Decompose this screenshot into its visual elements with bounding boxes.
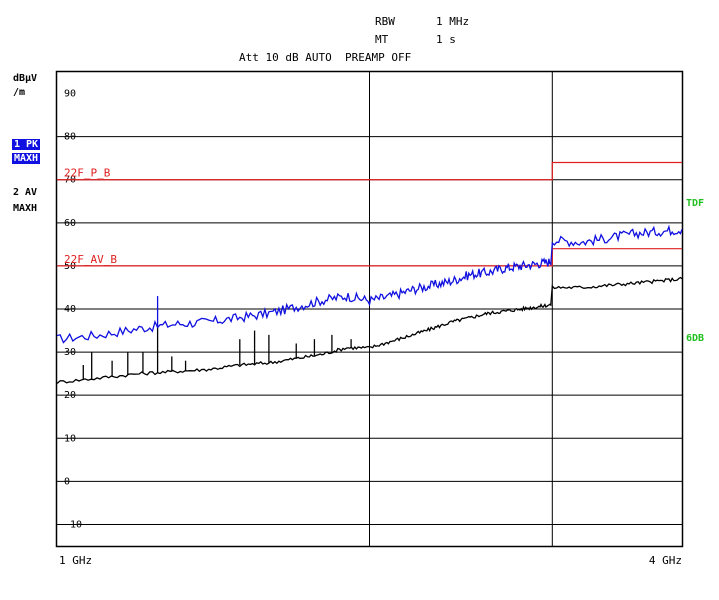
trace2-label: 2 AV (13, 187, 38, 198)
trace1-label: 1 PK (12, 139, 41, 150)
attenuation-line: Att 10 dB AUTO PREAMP OFF (239, 51, 412, 64)
y-tick-label: 30 (64, 347, 76, 358)
y-tick-label: 10 (64, 433, 76, 444)
limit-line-label: 22F_AV_B (64, 253, 117, 266)
unit-line1: dBµV (13, 73, 38, 84)
rbw-label: RBW (375, 15, 395, 28)
y-tick-label: 90 (64, 89, 76, 100)
limit-line (57, 248, 682, 267)
x-tick-label: 1 GHz (59, 554, 92, 567)
y-tick-label: 60 (64, 218, 76, 229)
mt-label: MT (375, 33, 389, 46)
y-tick-label: 80 (64, 132, 76, 143)
tdf-label: TDF (686, 198, 705, 209)
y-tick-label: -10 (64, 519, 82, 530)
y-tick-label: 0 (64, 476, 70, 487)
db-label: 6DB (686, 333, 705, 344)
limit-line-label: 22F_P_B (64, 167, 111, 180)
rbw-value: 1 MHz (436, 15, 470, 28)
limit-line (57, 161, 682, 181)
y-tick-label: 40 (64, 304, 76, 315)
plot-frame (55, 70, 684, 548)
unit-line2: /m (13, 87, 26, 98)
trace1-mode: MAXH (12, 153, 41, 164)
trace2-mode: MAXH (13, 203, 38, 214)
y-tick-label: 20 (64, 390, 76, 401)
mt-value: 1 s (436, 33, 456, 46)
x-tick-label: 4 GHz (649, 554, 682, 567)
trace-line (56, 224, 683, 344)
trace-line (56, 276, 683, 384)
